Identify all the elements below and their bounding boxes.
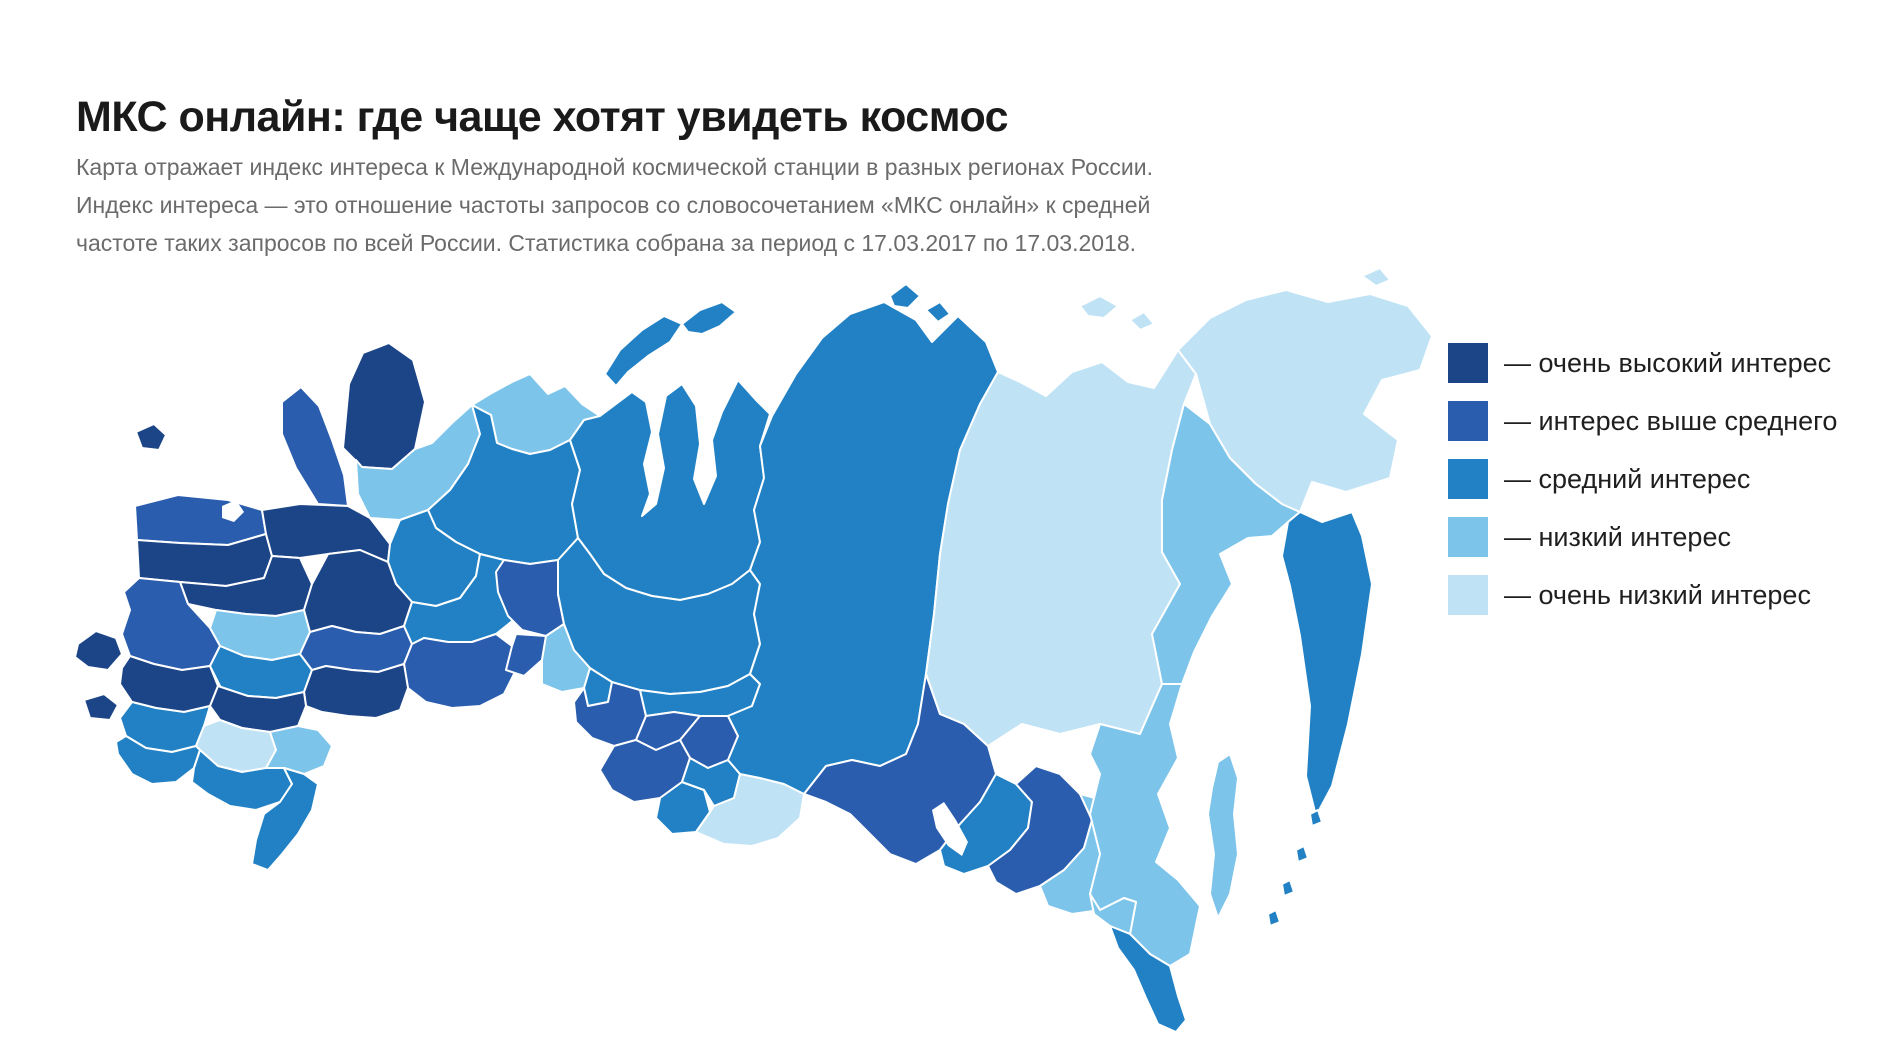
subtitle-line-1: Карта отражает индекс интереса к Междуна… — [76, 154, 1153, 180]
russia-choropleth-map — [60, 254, 1440, 1034]
map-region-jewish-ao — [1089, 893, 1137, 935]
map-region-kuril-2 — [1295, 845, 1309, 863]
legend-label-very-high: — очень высокий интерес — [1504, 347, 1832, 378]
map-region-kuril-4 — [1267, 909, 1281, 927]
map-region-kamchatka — [1281, 511, 1373, 817]
map-region-chelyabinsk — [505, 633, 547, 677]
map-region-sakhalin — [1207, 753, 1239, 919]
russia-map-svg — [74, 267, 1433, 1033]
legend-swatch-very-high — [1448, 343, 1488, 383]
legend-label-above-average: — интерес выше среднего — [1504, 405, 1838, 436]
map-region-leningrad — [134, 494, 267, 546]
map-region-astrakhan — [265, 725, 333, 775]
page-title: МКС онлайн: где чаще хотят увидеть космо… — [76, 92, 1009, 141]
map-region-crimea — [74, 630, 123, 671]
map-region-khabarovsk — [1089, 683, 1201, 967]
map-legend: — очень высокий интерес — интерес выше с… — [1448, 343, 1837, 633]
legend-item-medium: — средний интерес — [1448, 459, 1837, 499]
legend-label-medium: — средний интерес — [1504, 463, 1751, 494]
map-region-omsk — [573, 681, 647, 747]
legend-item-above-average: — интерес выше среднего — [1448, 401, 1837, 441]
map-region-wrangel — [1361, 267, 1391, 287]
map-region-primorye — [1109, 925, 1187, 1033]
map-region-dagestan — [251, 767, 319, 871]
map-region-new-siberian-1 — [1079, 295, 1119, 319]
map-region-karelia — [281, 386, 349, 507]
map-region-severnaya-zemlya-1 — [889, 283, 921, 309]
legend-item-very-low: — очень низкий интерес — [1448, 575, 1837, 615]
page-subtitle: Карта отражает индекс интереса к Междуна… — [76, 148, 1153, 262]
map-region-penza-mordovia — [299, 625, 413, 673]
map-region-saratov-volgograd — [303, 663, 409, 719]
legend-item-low: — низкий интерес — [1448, 517, 1837, 557]
map-lake-baikal — [932, 802, 968, 856]
legend-swatch-above-average — [1448, 401, 1488, 441]
subtitle-line-3: частоте таких запросов по всей России. С… — [76, 230, 1137, 256]
legend-label-very-low: — очень низкий интерес — [1504, 579, 1811, 610]
map-region-new-siberian-2 — [1129, 311, 1155, 331]
map-region-novaya-zemlya-n — [681, 301, 737, 335]
map-region-novaya-zemlya-s — [604, 315, 683, 387]
map-region-chukotka — [1177, 289, 1433, 513]
legend-swatch-low — [1448, 517, 1488, 557]
map-region-kuril-3 — [1281, 879, 1295, 897]
map-region-kuril-1 — [1309, 809, 1323, 827]
map-lake-onega — [266, 486, 286, 506]
map-region-krasnodar — [115, 735, 201, 785]
legend-swatch-very-low — [1448, 575, 1488, 615]
legend-item-very-high: — очень высокий интерес — [1448, 343, 1837, 383]
map-region-west-exclave — [135, 423, 167, 451]
map-region-kaliningrad — [83, 693, 119, 721]
map-region-severnaya-zemlya-2 — [925, 301, 951, 323]
map-region-bashkortostan-orenburg — [403, 633, 517, 709]
legend-swatch-medium — [1448, 459, 1488, 499]
map-lake-ladoga — [222, 500, 244, 522]
subtitle-line-2: Индекс интереса — это отношение частоты … — [76, 192, 1151, 218]
legend-label-low: — низкий интерес — [1504, 521, 1731, 552]
